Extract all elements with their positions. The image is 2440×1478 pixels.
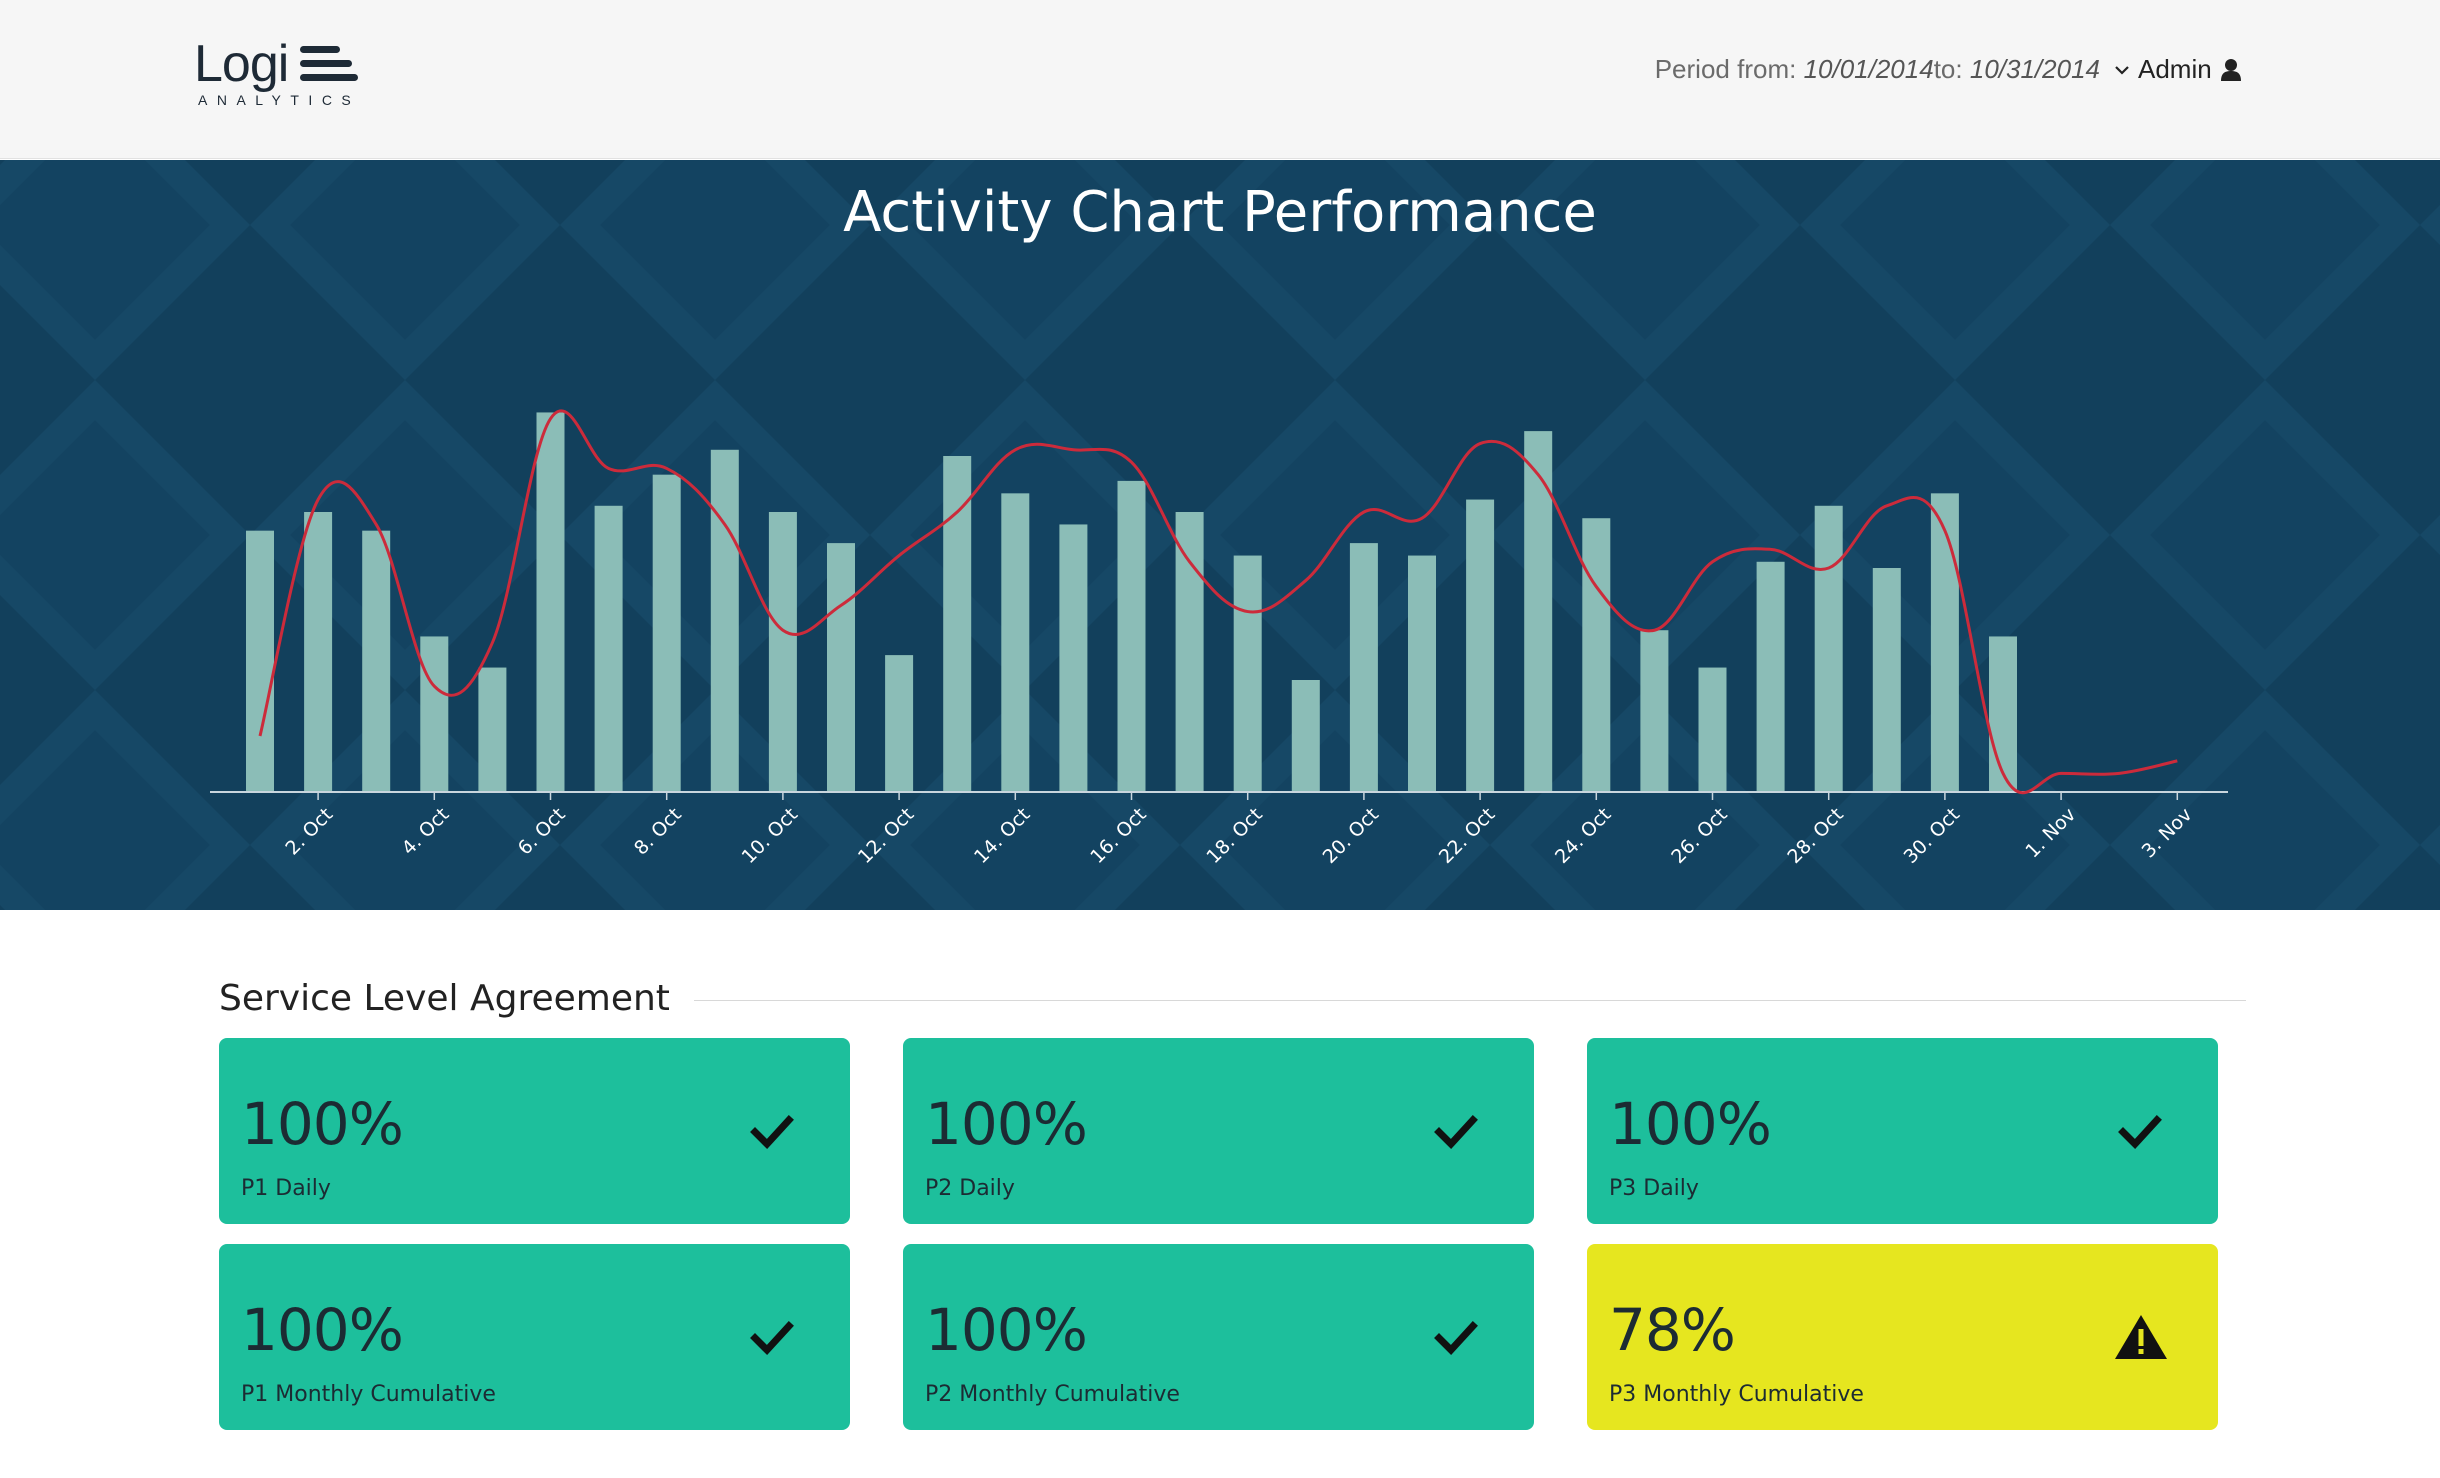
chart-banner: Activity Chart Performance 2. Oct 4. Oct 6… [0,160,2440,910]
chart-bar[interactable] [1233,555,1262,792]
trend-line [258,409,2178,795]
sla-value: 78% [1609,1296,1736,1364]
chart-bar[interactable] [1989,636,2017,792]
x-tick-label: 12. Oct [854,804,918,868]
chart-bar[interactable] [1930,493,1959,792]
chart-bar[interactable] [652,474,681,792]
period-from-date[interactable]: 10/01/2014 [1803,54,1934,84]
logi-analytics-logo[interactable]: Logi ANALYTICS [194,36,364,108]
chart-bar[interactable] [420,636,449,792]
banner-diamond-pattern [0,160,2440,910]
chart-bar[interactable] [1756,561,1785,792]
check-icon [1434,1115,1478,1150]
sla-label: P2 Monthly Cumulative [925,1382,1180,1407]
sla-card-p3-daily[interactable]: 100% P3 Daily [1587,1038,2218,1224]
top-header: Logi ANALYTICS Period from: 10/01/2014to… [0,0,2440,159]
warning-icon [2115,1315,2167,1359]
x-tick-label: 3. Nov [2138,804,2197,863]
sla-value: 100% [241,1090,404,1158]
sla-value: 100% [925,1296,1088,1364]
x-tick-label: 2. Oct [281,804,337,860]
chart-bar[interactable] [1291,680,1320,792]
sla-label: P3 Monthly Cumulative [1609,1382,1864,1407]
period-to-date[interactable]: 10/31/2014 [1969,54,2100,84]
chart-bar[interactable] [885,655,914,792]
sla-label: P2 Daily [925,1176,1015,1201]
x-tick-label: 10. Oct [738,804,802,868]
chart-bar[interactable] [1582,518,1611,792]
sla-card-p2-daily[interactable]: 100% P2 Daily [903,1038,1534,1224]
chart-bar[interactable] [246,530,274,792]
x-tick-label: 6. Oct [514,804,570,860]
chart-bar[interactable] [1524,431,1553,792]
x-tick-label: 20. Oct [1319,804,1383,868]
check-icon [750,1321,794,1356]
x-tick-label: 22. Oct [1435,804,1499,868]
chart-bar[interactable] [1175,512,1204,792]
section-divider [656,1000,2246,1001]
user-menu[interactable]: Admin [2114,54,2242,85]
sla-label: P1 Monthly Cumulative [241,1382,496,1407]
chart-bar[interactable] [362,530,391,792]
chart-bar[interactable] [710,449,739,792]
logo-wordmark: Logi [194,35,289,93]
chart-bar[interactable] [594,505,623,792]
check-icon [2118,1115,2162,1150]
chart-bar[interactable] [478,667,507,792]
chart-bar[interactable] [1001,493,1030,792]
sla-value: 100% [241,1296,404,1364]
x-tick-label: 28. Oct [1783,804,1847,868]
chart-bar[interactable] [943,456,972,792]
check-icon [1434,1321,1478,1356]
x-tick-label: 4. Oct [398,804,454,860]
x-tick-label: 14. Oct [970,804,1034,868]
chevron-down-icon [2115,65,2129,75]
chart-bar[interactable] [1466,499,1495,792]
chart-bar[interactable] [1117,480,1146,792]
chart-bar[interactable] [1872,568,1901,792]
sla-card-p2-monthly[interactable]: 100% P2 Monthly Cumulative [903,1244,1534,1430]
activity-chart[interactable]: 2. Oct 4. Oct 6. Oct 8. Oct 10. Oct 12. Oct 14… [0,160,2440,910]
sla-value: 100% [925,1090,1088,1158]
chart-bar[interactable] [304,512,333,792]
chart-bar[interactable] [1059,524,1088,792]
sla-label: P1 Daily [241,1176,331,1201]
sla-card-p3-monthly[interactable]: 78% P3 Monthly Cumulative [1587,1244,2218,1430]
chart-bar[interactable] [1640,630,1669,792]
user-name: Admin [2138,54,2212,84]
sla-value: 100% [1609,1090,1772,1158]
x-tick-label: 26. Oct [1667,804,1731,868]
chart-bar[interactable] [1349,543,1378,792]
sla-section-title: Service Level Agreement [219,978,694,1019]
user-icon [2220,58,2241,81]
period-prefix: Period from: [1654,54,1797,84]
period-range: Period from: 10/01/2014to: 10/31/2014 [1655,54,2100,85]
sla-card-p1-daily[interactable]: 100% P1 Daily [219,1038,850,1224]
chart-bar[interactable] [827,543,855,792]
x-tick-label: 24. Oct [1551,804,1615,868]
logo-subtitle: ANALYTICS [198,92,361,108]
chart-bar[interactable] [1814,505,1843,792]
period-to-label: to: [1933,54,1963,84]
x-tick-label: 18. Oct [1202,804,1266,868]
x-tick-label: 30. Oct [1900,804,1964,868]
x-tick-label: 1. Nov [2021,804,2080,863]
x-tick-label: 8. Oct [630,804,686,860]
x-tick-label: 16. Oct [1086,804,1150,868]
sla-label: P3 Daily [1609,1176,1699,1201]
chart-bar[interactable] [768,512,797,792]
logo-bars-icon [300,44,358,84]
check-icon [750,1115,794,1150]
sla-card-p1-monthly[interactable]: 100% P1 Monthly Cumulative [219,1244,850,1430]
chart-bar[interactable] [536,412,565,792]
chart-bar[interactable] [1408,555,1436,792]
chart-bar[interactable] [1698,667,1727,792]
chart-title: Activity Chart Performance [843,180,1597,245]
